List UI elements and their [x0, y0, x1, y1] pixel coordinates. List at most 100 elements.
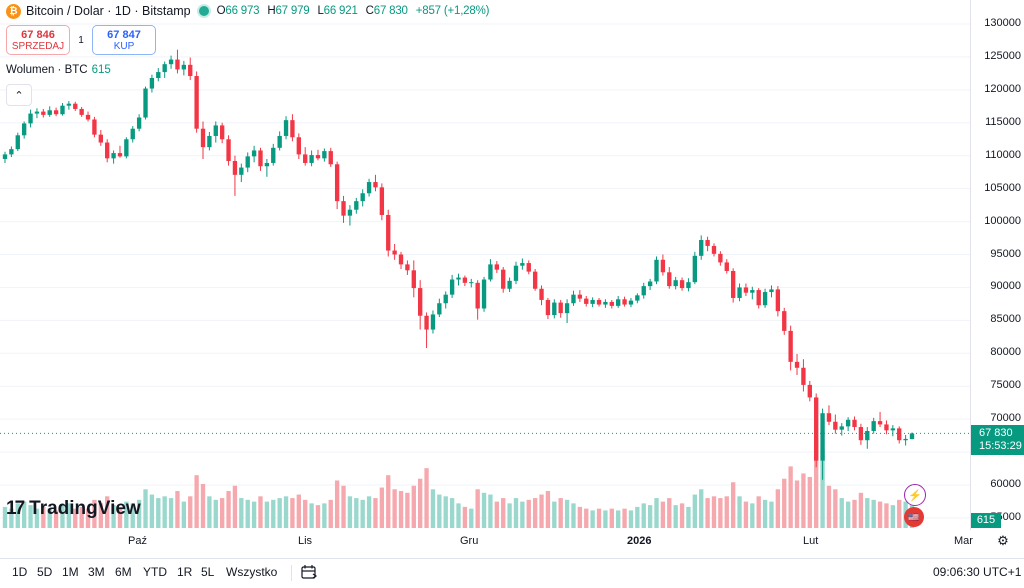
candle-body: [782, 311, 787, 331]
candle-body: [564, 303, 570, 314]
volume-legend[interactable]: Wolumen · BTC 615: [6, 64, 111, 76]
volume-bar: [833, 489, 838, 528]
volume-bar: [117, 506, 123, 528]
tradingview-mark-icon: 17: [6, 498, 25, 519]
volume-bar: [692, 494, 698, 528]
bar-countdown: 15:53:29: [979, 440, 1022, 452]
candle-body: [156, 72, 161, 79]
volume-bar: [552, 501, 557, 528]
volume-bar: [679, 503, 685, 528]
range-1d-button[interactable]: 1D: [12, 565, 28, 579]
volume-name: Wolumen · BTC: [6, 64, 88, 76]
candle-body: [584, 298, 589, 304]
range-5l-button[interactable]: 5L: [201, 565, 215, 579]
candle-body: [865, 430, 870, 441]
candle-body: [2, 154, 8, 160]
volume-bar: [564, 499, 570, 528]
candle-body: [628, 300, 634, 305]
range-3m-button[interactable]: 3M: [88, 565, 105, 579]
volume-bar: [322, 503, 327, 528]
time-axis[interactable]: Paź Lis Gru 2026 Lut Mar: [0, 530, 1024, 552]
bitcoin-icon: ₿: [6, 3, 21, 19]
range-6m-button[interactable]: 6M: [115, 565, 132, 579]
calendar-icon[interactable]: [300, 563, 318, 581]
close-value: 67 830: [373, 5, 408, 17]
time-label-gru: Gru: [460, 535, 479, 547]
candle-body: [903, 438, 908, 441]
candle-body: [28, 113, 33, 124]
price-tick-label: 130000: [984, 17, 1021, 29]
candle-body: [34, 111, 40, 114]
volume-bar: [239, 498, 244, 528]
candle-body: [405, 264, 410, 271]
candle-body: [66, 103, 72, 106]
low-key: L: [317, 5, 324, 17]
clock-timezone[interactable]: 09:06:30 UTC+1: [933, 565, 1022, 579]
volume-bar: [584, 508, 589, 528]
high-value: 67 979: [275, 5, 310, 17]
range-1m-button[interactable]: 1M: [62, 565, 79, 579]
candle-body: [232, 160, 238, 175]
tradingview-logo[interactable]: 17 TradingView: [6, 498, 141, 520]
candle-body: [654, 259, 659, 282]
chart-area[interactable]: ₿ Bitcoin / Dolar · 1D · Bitstamp O66 97…: [0, 0, 970, 530]
time-label-paz: Paź: [128, 535, 147, 547]
volume-bar: [341, 485, 346, 528]
candle-body: [501, 269, 506, 289]
volume-bar: [226, 491, 231, 528]
volume-bar: [890, 505, 896, 528]
volume-bar: [820, 448, 825, 528]
volume-bar: [124, 501, 129, 528]
volume-bar: [545, 491, 551, 528]
price-tick-label: 60000: [990, 478, 1021, 490]
candle-body: [449, 279, 455, 295]
volume-bar: [315, 505, 321, 528]
volume-bar: [398, 491, 404, 528]
price-tick-label: 105000: [984, 181, 1021, 194]
range-ytd-button[interactable]: YTD: [143, 565, 167, 579]
range-5d-button[interactable]: 5D: [37, 565, 53, 579]
volume-bar: [762, 499, 768, 528]
volume-bar: [724, 496, 729, 528]
volume-bar: [354, 498, 359, 528]
volume-bar: [577, 506, 583, 528]
us-flag-icon[interactable]: 🇺🇸: [904, 507, 924, 527]
volume-bar: [494, 501, 499, 528]
candle-body: [558, 302, 563, 314]
settings-icon[interactable]: ⚙: [997, 533, 1009, 548]
candle-body: [392, 250, 397, 255]
candle-body: [347, 209, 353, 216]
candle-body: [724, 262, 729, 271]
candle-body: [769, 289, 774, 293]
sell-button[interactable]: 67 846 SPRZEDAJ: [6, 25, 70, 55]
high-key: H: [267, 5, 276, 17]
time-label-lut: Lut: [803, 535, 819, 547]
volume-bar: [328, 499, 333, 528]
buy-button[interactable]: 67 847 KUP: [92, 25, 156, 55]
volume-bar: [775, 489, 781, 528]
volume-bar: [386, 475, 391, 528]
range-1r-button[interactable]: 1R: [177, 565, 193, 579]
volume-bar: [200, 484, 206, 528]
candle-body: [194, 76, 199, 129]
volume-bar: [858, 492, 864, 528]
candle-body: [322, 151, 327, 159]
volume-bar: [654, 498, 659, 528]
candle-body: [545, 299, 551, 316]
candle-body: [814, 397, 819, 461]
volume-bar: [603, 510, 608, 528]
candle-body: [245, 156, 250, 168]
symbol-title[interactable]: Bitcoin / Dolar · 1D · Bitstamp: [26, 4, 191, 18]
events-bolt-icon[interactable]: ⚡: [904, 484, 926, 506]
volume-bar: [801, 473, 806, 528]
candle-body: [513, 265, 519, 281]
volume-bar: [149, 494, 155, 528]
candle-body: [526, 263, 531, 272]
volume-bar: [41, 506, 46, 528]
price-tick-label: 90000: [990, 280, 1021, 293]
candle-body: [571, 294, 576, 304]
candle-body: [622, 299, 627, 305]
range-all-button[interactable]: Wszystko: [226, 565, 278, 579]
collapse-legend-button[interactable]: ⌃: [6, 84, 32, 106]
volume-bar: [53, 510, 59, 528]
